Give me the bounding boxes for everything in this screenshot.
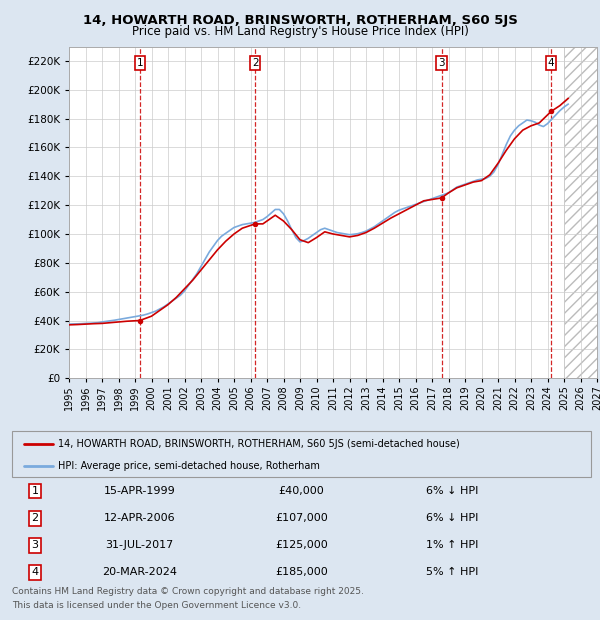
Text: This data is licensed under the Open Government Licence v3.0.: This data is licensed under the Open Gov… bbox=[12, 601, 301, 610]
Text: 3: 3 bbox=[438, 58, 445, 68]
Text: 4: 4 bbox=[548, 58, 554, 68]
Text: 1% ↑ HPI: 1% ↑ HPI bbox=[426, 540, 478, 550]
Text: £40,000: £40,000 bbox=[278, 486, 325, 496]
Text: 2: 2 bbox=[252, 58, 259, 68]
Text: 6% ↓ HPI: 6% ↓ HPI bbox=[426, 513, 478, 523]
Text: 6% ↓ HPI: 6% ↓ HPI bbox=[426, 486, 478, 496]
Text: 2: 2 bbox=[32, 513, 39, 523]
Text: 12-APR-2006: 12-APR-2006 bbox=[104, 513, 175, 523]
Text: £125,000: £125,000 bbox=[275, 540, 328, 550]
Text: Contains HM Land Registry data © Crown copyright and database right 2025.: Contains HM Land Registry data © Crown c… bbox=[12, 587, 364, 596]
Text: 3: 3 bbox=[32, 540, 38, 550]
Text: HPI: Average price, semi-detached house, Rotherham: HPI: Average price, semi-detached house,… bbox=[58, 461, 320, 471]
Text: 20-MAR-2024: 20-MAR-2024 bbox=[102, 567, 177, 577]
Text: 14, HOWARTH ROAD, BRINSWORTH, ROTHERHAM, S60 5JS (semi-detached house): 14, HOWARTH ROAD, BRINSWORTH, ROTHERHAM,… bbox=[58, 439, 460, 449]
Text: 14, HOWARTH ROAD, BRINSWORTH, ROTHERHAM, S60 5JS: 14, HOWARTH ROAD, BRINSWORTH, ROTHERHAM,… bbox=[83, 14, 517, 27]
Text: £185,000: £185,000 bbox=[275, 567, 328, 577]
Text: 5% ↑ HPI: 5% ↑ HPI bbox=[426, 567, 478, 577]
Text: 1: 1 bbox=[136, 58, 143, 68]
Text: 31-JUL-2017: 31-JUL-2017 bbox=[105, 540, 173, 550]
Text: 15-APR-1999: 15-APR-1999 bbox=[104, 486, 175, 496]
Text: 4: 4 bbox=[32, 567, 39, 577]
Text: Price paid vs. HM Land Registry's House Price Index (HPI): Price paid vs. HM Land Registry's House … bbox=[131, 25, 469, 38]
Text: £107,000: £107,000 bbox=[275, 513, 328, 523]
Text: 1: 1 bbox=[32, 486, 38, 496]
